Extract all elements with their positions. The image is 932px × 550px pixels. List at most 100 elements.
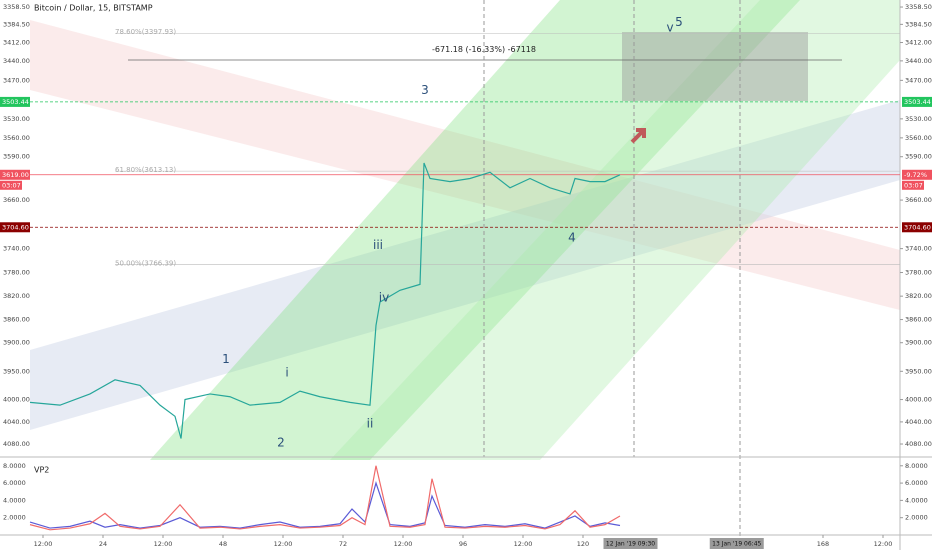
y-tick-label: 3660.00	[905, 196, 932, 204]
y-tick-label: 3820.00	[3, 292, 30, 300]
y-tick-label: 3412.00	[905, 39, 932, 47]
y-tick-label: 4000.00	[905, 396, 932, 404]
y-tick-label: 3900.00	[905, 339, 932, 347]
x-marker-label: 12 Jan '19 09:30	[606, 541, 655, 548]
x-tick-label: 96	[459, 540, 467, 548]
indicator-title: VP2	[34, 466, 49, 475]
y-tick-label: 3440.00	[3, 57, 30, 65]
countdown: 03:07	[904, 181, 923, 189]
series-line	[29, 465, 621, 531]
fib-label: 78.60%(3397.93)	[115, 28, 176, 36]
y-tick-label: 4040.00	[3, 418, 30, 426]
target-box	[622, 32, 808, 101]
arrow	[630, 128, 646, 144]
y-tick-label: 2.0000	[3, 514, 26, 522]
fib-label: 50.00%(3766.39)	[115, 259, 176, 267]
level-label: 3619.00	[2, 171, 29, 179]
level-label: 3704.60	[2, 223, 29, 231]
y-tick-label: 2.0000	[905, 514, 928, 522]
green-channel	[150, 0, 800, 460]
y-tick-label: 3560.00	[3, 134, 30, 142]
annotation: -671.18 (-16.33%) -67118	[432, 45, 536, 54]
level-box	[0, 169, 30, 180]
x-tick-label: 168	[817, 540, 829, 548]
annotation: 2	[277, 435, 285, 449]
y-tick-label: 3860.00	[905, 316, 932, 324]
y-tick-label: 3440.00	[905, 57, 932, 65]
y-tick-label: 4000.00	[3, 396, 30, 404]
level-label: 3704.60	[904, 223, 931, 231]
level-box	[0, 222, 30, 233]
x-tick-label: 12:00	[874, 540, 893, 548]
level-box	[902, 96, 932, 107]
y-tick-label: 3860.00	[3, 316, 30, 324]
level-label: -9.72%	[904, 171, 927, 179]
y-tick-label: 4080.00	[3, 440, 30, 448]
annotation: 1	[222, 352, 230, 366]
y-tick-label: 3740.00	[905, 245, 932, 253]
x-tick-label: 12:00	[274, 540, 293, 548]
countdown-box	[0, 180, 22, 190]
level-box	[902, 222, 932, 233]
y-tick-label: 3780.00	[3, 269, 30, 277]
x-tick-label: 120	[577, 540, 589, 548]
series-line	[29, 481, 621, 529]
y-tick-label: 4080.00	[905, 440, 932, 448]
series-line	[29, 162, 621, 439]
pink-channel	[30, 20, 900, 310]
level-box	[0, 96, 30, 107]
fib-label: 61.80%(3613.13)	[115, 166, 176, 174]
y-tick-label: 3358.50	[905, 3, 932, 11]
x-marker-label: 13 Jan '19 06:45	[712, 541, 761, 548]
annotation: 3	[421, 83, 429, 97]
level-label: 3503.44	[2, 98, 29, 106]
annotation: 4	[568, 230, 576, 244]
x-marker-box	[603, 538, 658, 549]
y-tick-label: 3530.00	[3, 115, 30, 123]
x-tick-label: 48	[219, 540, 227, 548]
x-tick-label: 12:00	[514, 540, 533, 548]
green-channel	[330, 0, 900, 460]
y-tick-label: 3950.00	[905, 367, 932, 375]
y-tick-label: 8.0000	[905, 462, 928, 470]
y-tick-label: 4.0000	[905, 496, 928, 504]
y-tick-label: 3900.00	[3, 339, 30, 347]
y-tick-label: 6.0000	[3, 479, 26, 487]
annotation: v	[666, 20, 673, 34]
annotation: i	[285, 366, 288, 380]
y-tick-label: 3530.00	[905, 115, 932, 123]
y-tick-label: 3780.00	[905, 269, 932, 277]
y-tick-label: 3740.00	[3, 245, 30, 253]
y-tick-label: 4.0000	[3, 496, 26, 504]
countdown: 03:07	[2, 181, 21, 189]
y-tick-label: 4040.00	[905, 418, 932, 426]
y-tick-label: 3470.00	[905, 76, 932, 84]
annotation: iii	[373, 238, 383, 252]
y-tick-label: 6.0000	[905, 479, 928, 487]
y-tick-label: 3412.00	[3, 39, 30, 47]
y-tick-label: 3590.00	[905, 153, 932, 161]
x-tick-label: 12:00	[394, 540, 413, 548]
x-tick-label: 12:00	[34, 540, 53, 548]
y-tick-label: 3590.00	[3, 153, 30, 161]
blue-channel	[30, 100, 900, 430]
y-tick-label: 3560.00	[905, 134, 932, 142]
chart-title: Bitcoin / Dollar, 15, BITSTAMP	[34, 4, 153, 13]
y-tick-label: 3358.50	[3, 3, 30, 11]
annotation: iv	[379, 290, 389, 304]
y-tick-label: 3384.50	[905, 20, 932, 28]
countdown-box	[902, 180, 924, 190]
level-box	[902, 169, 932, 180]
y-tick-label: 3820.00	[905, 292, 932, 300]
y-tick-label: 3950.00	[3, 367, 30, 375]
y-tick-label: 8.0000	[3, 462, 26, 470]
x-tick-label: 72	[339, 540, 347, 548]
level-label: 3503.44	[904, 98, 931, 106]
annotation: ii	[367, 417, 374, 431]
y-tick-label: 3470.00	[3, 76, 30, 84]
y-tick-label: 3660.00	[3, 196, 30, 204]
x-tick-label: 24	[99, 540, 107, 548]
x-marker-box	[709, 538, 764, 549]
